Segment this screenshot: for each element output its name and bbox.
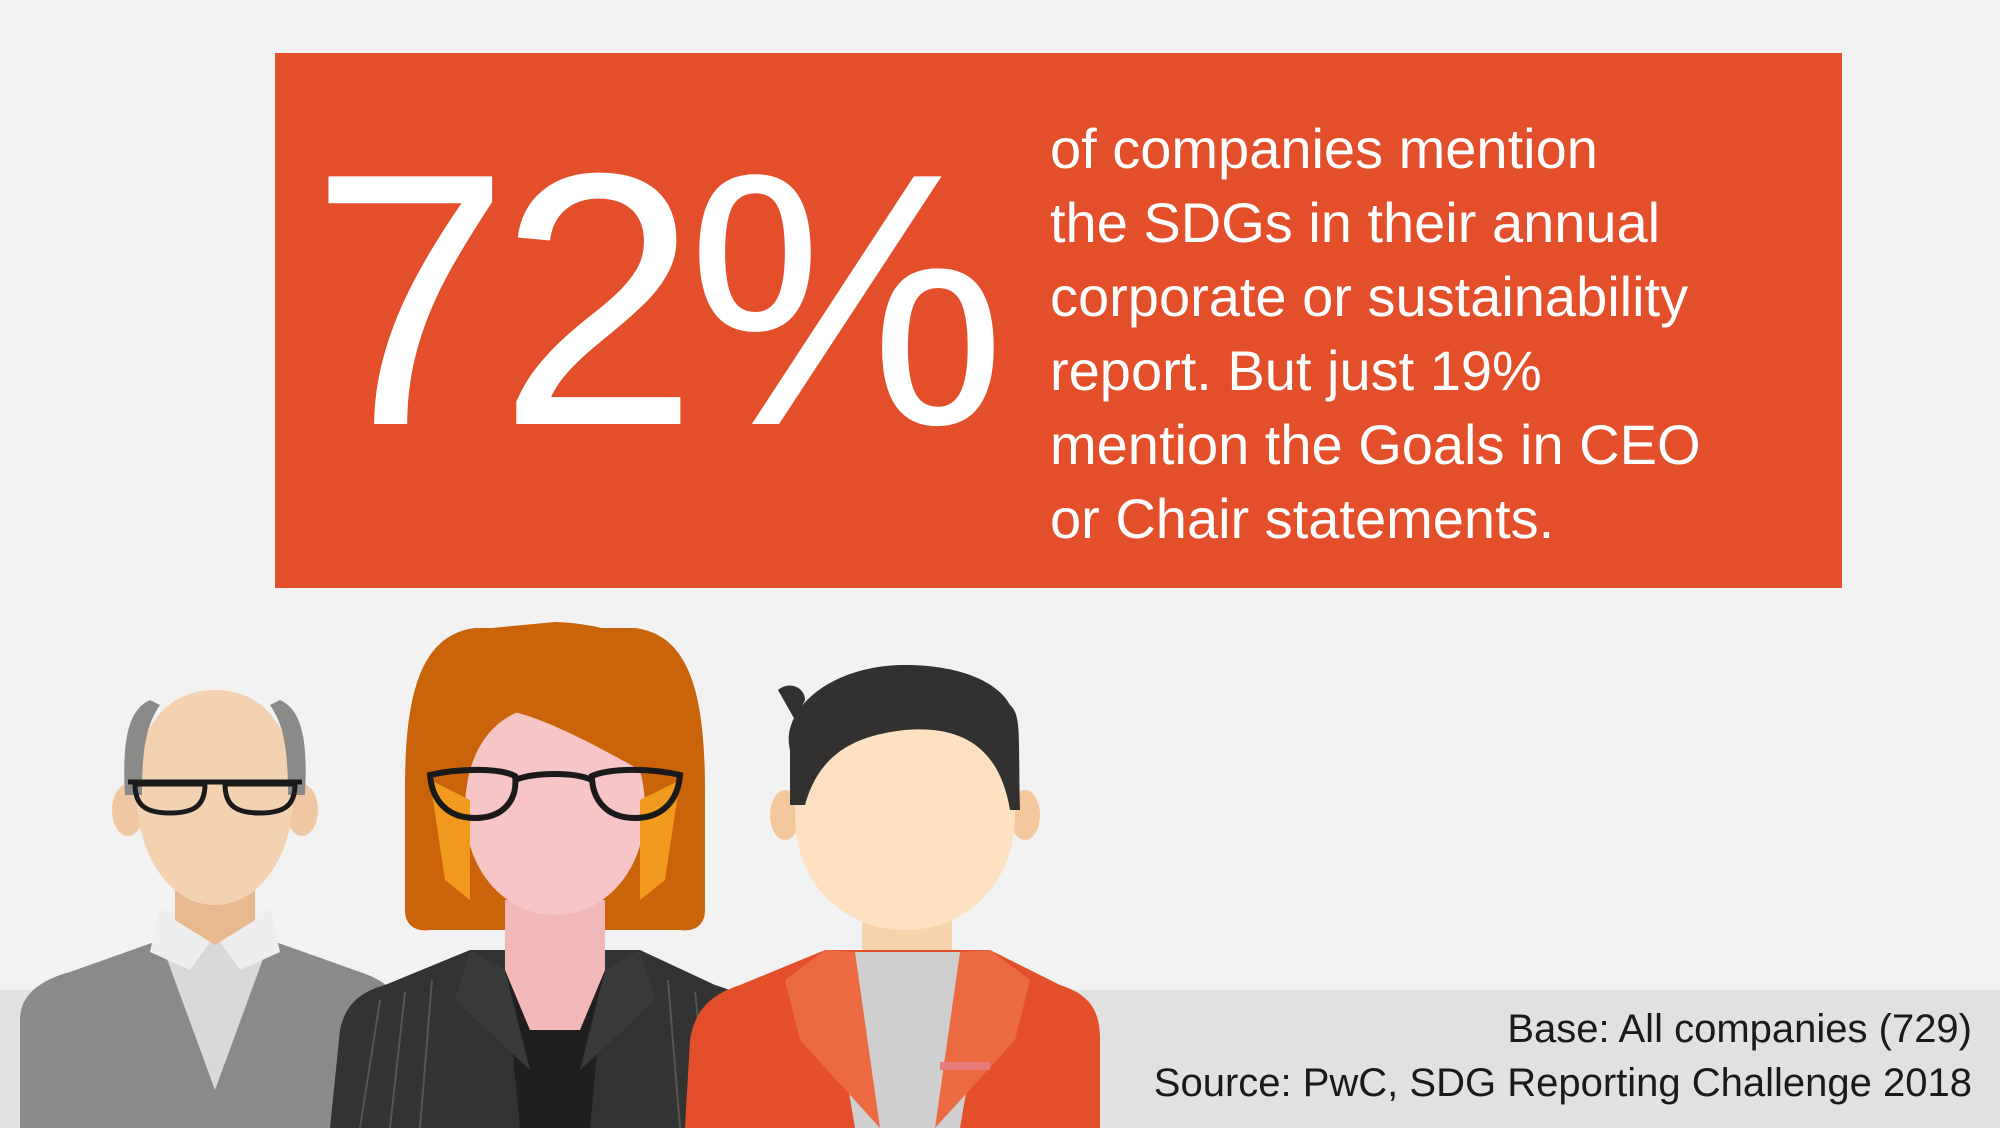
headline-stat: 72% bbox=[310, 99, 1007, 501]
footnote-source: Source: PwC, SDG Reporting Challenge 201… bbox=[1153, 1061, 1972, 1105]
people-illustration bbox=[20, 622, 1100, 1128]
speech-bubble bbox=[275, 53, 1842, 588]
statement-line: report. But just 19% bbox=[1050, 339, 1542, 402]
statement-line: the SDGs in their annual bbox=[1050, 191, 1661, 254]
headline-statement: of companies mention the SDGs in their a… bbox=[1050, 112, 1830, 556]
footnote: Base: All companies (729) Source: PwC, S… bbox=[1154, 1002, 1972, 1110]
footnote-base: Base: All companies (729) bbox=[1507, 1007, 1972, 1051]
statement-line: mention the Goals in CEO bbox=[1050, 413, 1701, 476]
statement-line: or Chair statements. bbox=[1050, 487, 1555, 550]
woman-figure bbox=[330, 622, 770, 1128]
statement-line: of companies mention bbox=[1050, 117, 1598, 180]
man-red-jacket-figure bbox=[685, 665, 1100, 1128]
glasses-icon bbox=[426, 766, 684, 822]
glasses-icon bbox=[128, 779, 302, 816]
older-man-figure bbox=[20, 690, 400, 1128]
statement-line: corporate or sustainability bbox=[1050, 265, 1689, 328]
